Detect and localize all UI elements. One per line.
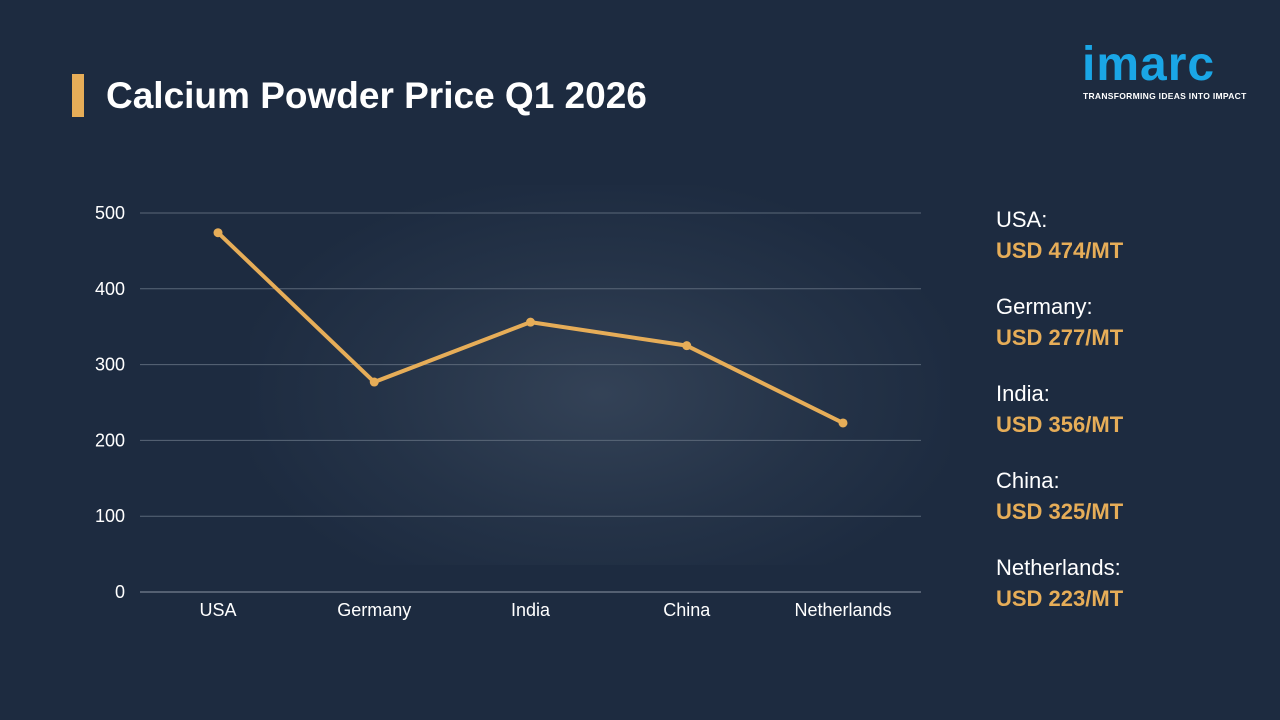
y-tick-label: 0 xyxy=(115,582,125,602)
logo-wordmark: imarc xyxy=(1082,38,1216,91)
line-chart: 0 100 200 300 400 500 USA Germany India China Neth… xyxy=(95,203,921,620)
y-tick-label: 200 xyxy=(95,430,125,450)
legend-country: Germany: xyxy=(996,294,1093,319)
legend-country: USA: xyxy=(996,207,1048,232)
series-line xyxy=(216,230,845,425)
data-point xyxy=(526,317,535,327)
x-tick-label: Germany xyxy=(337,600,411,620)
legend-item-netherlands: Netherlands: USD 223/MT xyxy=(996,553,1266,640)
legend-item-india: India: USD 356/MT xyxy=(996,379,1266,466)
title-accent-bar xyxy=(72,74,84,117)
y-tick-label: 100 xyxy=(95,506,125,526)
price-legend: USA: USD 474/MT Germany: USD 277/MT Indi… xyxy=(996,205,1266,640)
data-point xyxy=(213,228,223,238)
legend-item-china: China: USD 325/MT xyxy=(996,466,1266,553)
legend-price: USD 277/MT xyxy=(996,325,1124,350)
legend-price: USD 325/MT xyxy=(996,499,1124,524)
legend-item-germany: Germany: USD 277/MT xyxy=(996,292,1266,379)
logo-tagline: TRANSFORMING IDEAS INTO IMPACT xyxy=(1083,91,1247,101)
data-point xyxy=(682,341,692,351)
legend-price: USD 474/MT xyxy=(996,238,1124,263)
page-title: Calcium Powder Price Q1 2026 xyxy=(106,75,647,116)
legend-country: China: xyxy=(996,468,1060,493)
x-tick-label: USA xyxy=(199,600,236,620)
legend-item-usa: USA: USD 474/MT xyxy=(996,205,1266,292)
y-tick-label: 500 xyxy=(95,203,125,223)
x-tick-label: Netherlands xyxy=(794,600,891,620)
data-point xyxy=(369,377,379,387)
x-tick-label: China xyxy=(663,600,711,620)
imarc-logo: imarc TRANSFORMING IDEAS INTO IMPACT xyxy=(1082,33,1247,103)
y-tick-label: 400 xyxy=(95,279,125,299)
y-tick-label: 300 xyxy=(95,355,125,375)
legend-country: India: xyxy=(996,381,1050,406)
legend-price: USD 356/MT xyxy=(996,412,1124,437)
data-point xyxy=(838,418,848,428)
legend-price: USD 223/MT xyxy=(996,586,1124,611)
legend-country: Netherlands: xyxy=(996,555,1121,580)
x-tick-label: India xyxy=(511,600,551,620)
